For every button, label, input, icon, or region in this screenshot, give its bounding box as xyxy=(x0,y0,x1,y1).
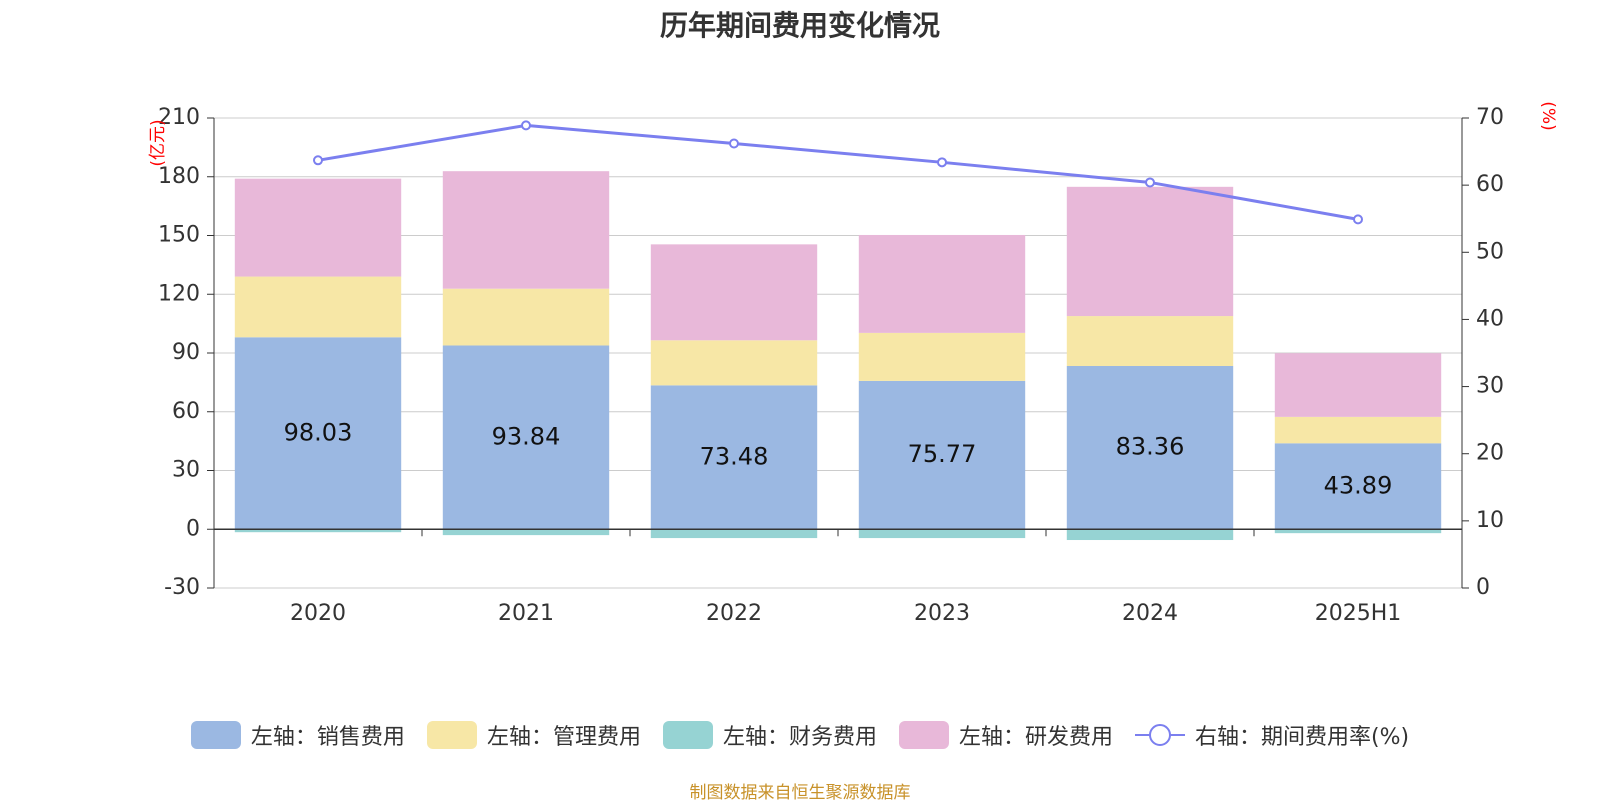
legend-label-expense-rate: 右轴：期间费用率(%) xyxy=(1194,725,1410,750)
bar-2023-series-0[interactable] xyxy=(858,380,1026,530)
expense-rate-point-2020[interactable] xyxy=(313,155,323,166)
axes: -30 0 30 60 90 120 150 180 210 0 10 20 30 40 50 60 70 202… xyxy=(158,105,1504,626)
bar-2020-series-0[interactable] xyxy=(234,337,402,530)
x-axis-tick-label: 2025H1 xyxy=(1315,601,1402,626)
expense-rate-point-2024[interactable] xyxy=(1145,177,1155,188)
right-axis-tick-label: 70 xyxy=(1476,105,1504,130)
expense-rate-line xyxy=(317,123,1359,221)
chart-legend: 左轴：销售费用 左轴：管理费用 左轴：财务费用 左轴：研发费用 右轴：期间费用率… xyxy=(0,718,1600,752)
left-axis-tick-label: -30 xyxy=(164,575,200,600)
bar-2023-series-1[interactable] xyxy=(858,332,1026,381)
bar-2022-series-0[interactable] xyxy=(650,385,818,530)
bar-2022-series-3[interactable] xyxy=(650,244,818,341)
bar-2021-series-1[interactable] xyxy=(442,288,610,346)
data-source-note: 制图数据来自恒生聚源数据库 xyxy=(689,783,911,803)
bar-value-label: 43.89 xyxy=(1324,471,1393,499)
chart-title: 历年期间费用变化情况 xyxy=(659,9,940,42)
grid-lines xyxy=(214,117,1462,589)
bar-2025H1-series-0[interactable] xyxy=(1274,443,1442,530)
bar-2022-series-2[interactable] xyxy=(650,529,818,539)
bar-2024-series-2[interactable] xyxy=(1066,529,1234,541)
legend-label-finance: 左轴：财务费用 xyxy=(722,725,877,750)
bar-2021-series-3[interactable] xyxy=(442,171,610,289)
bar-value-label: 75.77 xyxy=(908,440,977,468)
bar-2020-series-1[interactable] xyxy=(234,276,402,338)
bar-value-label: 93.84 xyxy=(492,422,561,450)
bar-2024-series-0[interactable] xyxy=(1066,366,1234,530)
left-axis-tick-label: 0 xyxy=(186,516,200,541)
bar-value-label: 73.48 xyxy=(700,442,769,470)
left-axis-tick-label: 90 xyxy=(172,340,200,365)
legend-item-admin[interactable]: 左轴：管理费用 xyxy=(426,719,641,751)
left-axis-tick-label: 150 xyxy=(158,223,200,248)
bar-2024-series-1[interactable] xyxy=(1066,316,1234,367)
legend-swatch-finance xyxy=(662,721,713,749)
right-axis-tick-label: 20 xyxy=(1476,441,1504,466)
legend-item-expense-rate[interactable]: 右轴：期间费用率(%) xyxy=(1134,719,1410,751)
expense-rate-point-2025H1[interactable] xyxy=(1353,214,1363,225)
right-axis-tick-label: 60 xyxy=(1476,172,1504,197)
legend-item-rd[interactable]: 左轴：研发费用 xyxy=(898,719,1113,751)
bar-2024-series-3[interactable] xyxy=(1066,186,1234,317)
right-axis-tick-label: 0 xyxy=(1476,575,1490,600)
legend-item-finance[interactable]: 左轴：财务费用 xyxy=(662,719,877,751)
bar-2022-series-1[interactable] xyxy=(650,340,818,386)
legend-line-circle-icon xyxy=(1134,724,1185,746)
data-labels: 98.03 93.84 73.48 75.77 83.36 43.89 xyxy=(284,418,1393,499)
legend-label-rd: 左轴：研发费用 xyxy=(958,725,1113,750)
legend-item-sales[interactable]: 左轴：销售费用 xyxy=(190,719,405,751)
legend-label-admin: 左轴：管理费用 xyxy=(486,725,641,750)
expense-rate-point-2023[interactable] xyxy=(937,157,947,168)
x-axis-tick-label: 2022 xyxy=(706,601,762,626)
bar-2025H1-series-3[interactable] xyxy=(1274,353,1442,417)
x-axis-tick-label: 2021 xyxy=(498,601,554,626)
bar-2021-series-0[interactable] xyxy=(442,345,610,530)
left-axis-tick-label: 60 xyxy=(172,399,200,424)
right-axis-tick-label: 50 xyxy=(1476,239,1504,264)
bar-value-label: 98.03 xyxy=(284,418,353,446)
legend-swatch-rd xyxy=(898,721,949,749)
expense-rate-point-2022[interactable] xyxy=(729,138,739,149)
legend-swatch-admin xyxy=(426,721,477,749)
x-axis-tick-label: 2023 xyxy=(914,601,970,626)
bar-2021-series-2[interactable] xyxy=(442,529,610,536)
right-axis-tick-label: 10 xyxy=(1476,508,1504,533)
bar-2025H1-series-2[interactable] xyxy=(1274,529,1442,534)
bar-2020-series-3[interactable] xyxy=(234,178,402,277)
legend-swatch-sales xyxy=(190,721,241,749)
bar-series xyxy=(234,171,1442,541)
bar-2023-series-3[interactable] xyxy=(858,234,1026,333)
line-series xyxy=(313,120,1363,225)
left-axis-tick-label: 120 xyxy=(158,281,200,306)
bar-2020-series-2[interactable] xyxy=(234,529,402,533)
right-axis-tick-label: 40 xyxy=(1476,306,1504,331)
left-axis-tick-label: 30 xyxy=(172,458,200,483)
bar-value-label: 83.36 xyxy=(1116,433,1185,461)
right-axis-unit: (%) xyxy=(1538,101,1558,130)
bar-2023-series-2[interactable] xyxy=(858,529,1026,539)
legend-label-sales: 左轴：销售费用 xyxy=(250,725,405,750)
expense-rate-point-2021[interactable] xyxy=(521,120,531,131)
bar-2025H1-series-1[interactable] xyxy=(1274,416,1442,444)
x-axis-tick-label: 2024 xyxy=(1122,601,1178,626)
right-axis-tick-label: 30 xyxy=(1476,374,1504,399)
left-axis-tick-label: 180 xyxy=(158,164,200,189)
left-axis-unit: (亿元) xyxy=(148,119,168,166)
x-axis-tick-label: 2020 xyxy=(290,601,346,626)
left-axis-tick-label: 210 xyxy=(158,105,200,130)
